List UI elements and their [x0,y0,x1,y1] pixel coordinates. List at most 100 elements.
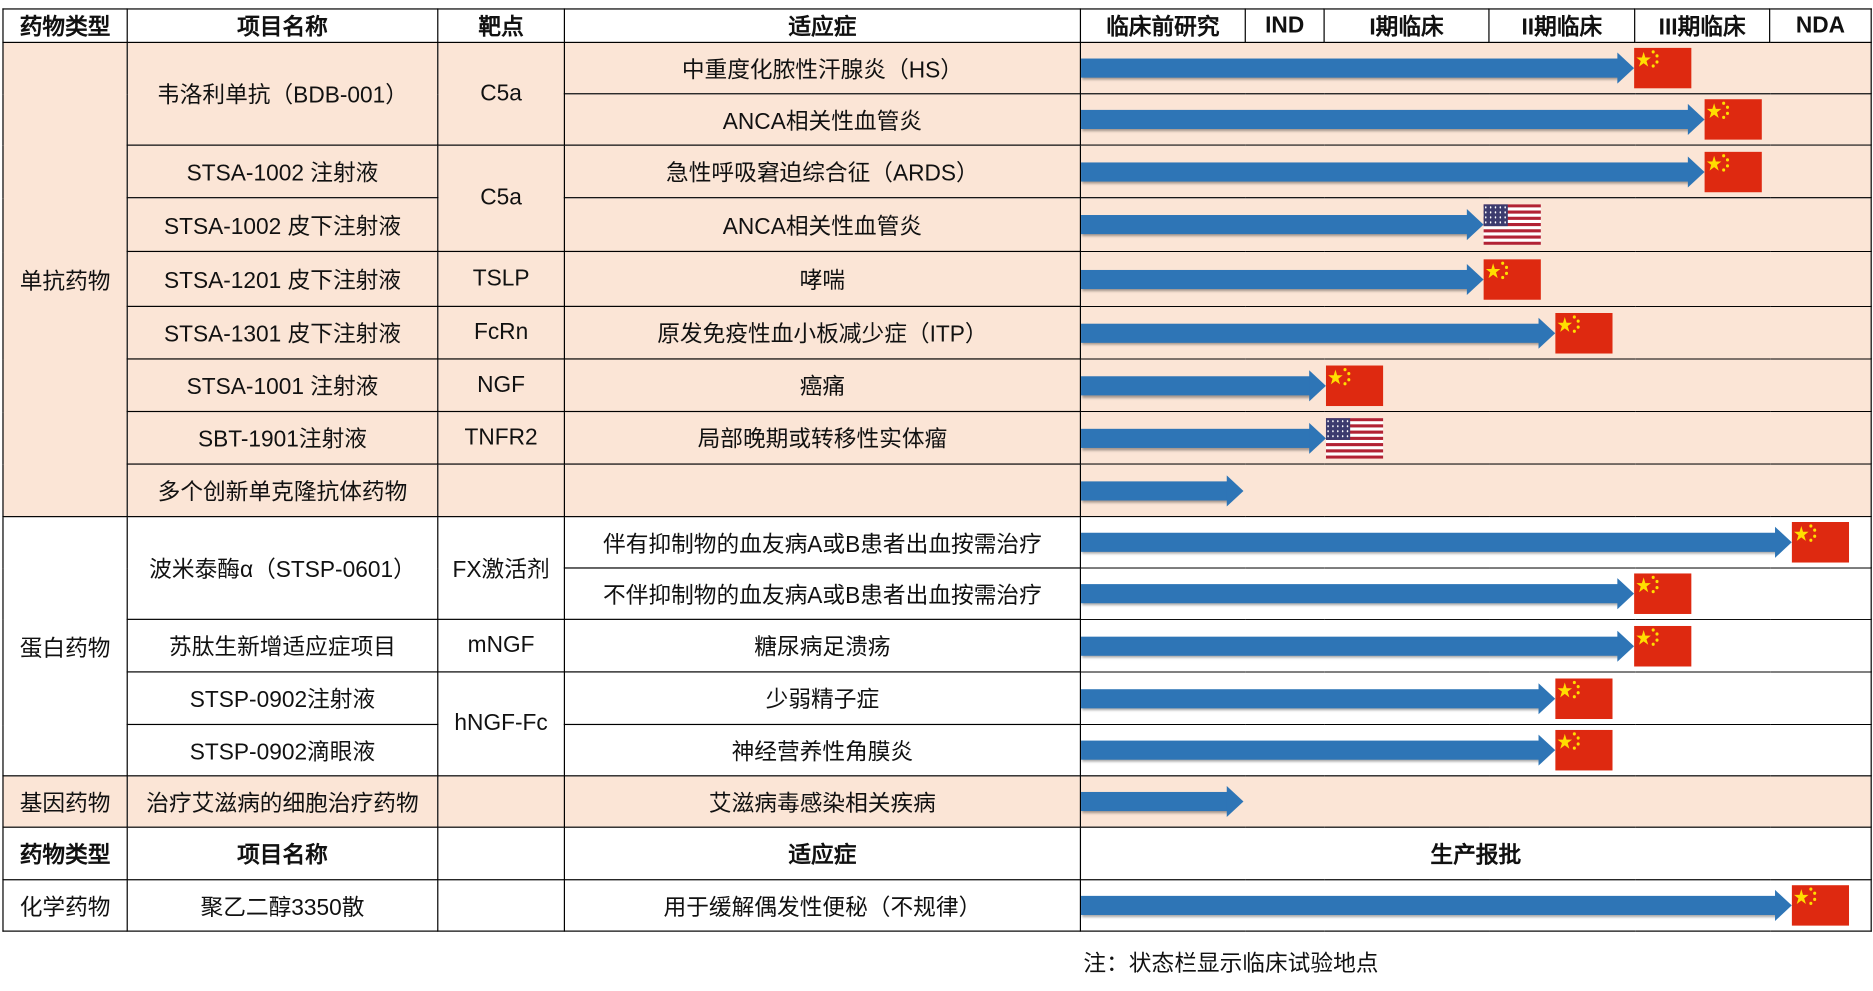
cell-name: 治疗艾滋病的细胞治疗药物 [126,775,439,828]
cell-indication: 局部晚期或转移性实体瘤 [563,410,1082,465]
usa-flag-icon [1483,204,1542,245]
table-row: STSA-1002 皮下注射液 ANCA相关性血管炎 [3,197,1872,253]
footnote: 注：状态栏显示临床试验地点 [1083,952,1379,978]
arrow-head-icon [1616,52,1634,84]
cell-name: STSA-1001 注射液 [126,358,439,413]
arrow-head-icon [1466,263,1484,295]
header-stage: I期临床 [1323,8,1490,44]
progress-cell [1079,197,1872,253]
header-type: 药物类型 [2,8,128,44]
cell-indication: 哮喘 [563,250,1082,307]
cell-indication: 艾滋病毒感染相关疾病 [563,775,1082,828]
table-row: STSA-1001 注射液 NGF 癌痛 [3,358,1872,413]
cell-name: 聚乙二醇3350散 [126,879,439,932]
progress-arrow [1081,323,1540,343]
header2-type: 药物类型 [2,826,128,881]
cell-indication: 急性呼吸窘迫综合征（ARDS） [563,144,1082,199]
arrow-head-icon [1688,155,1705,187]
arrow-head-icon [1688,103,1705,135]
cell-name: STSP-0902注射液 [126,671,439,726]
table-row: STSA-1301 皮下注射液 FcRn 原发免疫性血小板减少症（ITP） [3,305,1872,360]
progress-cell [1079,516,1872,569]
china-flag-icon [1554,312,1613,353]
header2-name: 项目名称 [126,826,439,881]
cell-target: C5a [437,144,565,253]
table-row: STSA-1201 皮下注射液 TSLP 哮喘 [3,250,1872,307]
progress-cell [1079,41,1872,95]
cell-indication: ANCA相关性血管炎 [563,93,1082,146]
table-row: 苏肽生新增适应症项目 mNGF 糖尿病足溃疡 [3,618,1872,673]
header-stage: II期临床 [1488,8,1636,44]
progress-cell [1079,879,1872,932]
cell-type: 蛋白药物 [2,516,128,777]
table-row: STSP-0902滴眼液 神经营养性角膜炎 [3,723,1872,777]
pipeline-table: 药物类型 项目名称 靶点 适应症 临床前研究 IND I期临床 II期临床 II… [2,8,1872,932]
cell-name: STSP-0902滴眼液 [126,723,439,777]
china-flag-icon [1325,364,1384,406]
header-name: 项目名称 [126,8,439,44]
progress-cell [1079,305,1872,360]
header-row: 药物类型 项目名称 靶点 适应症 临床前研究 IND I期临床 II期临床 II… [2,8,1872,44]
cell-target: FX激活剂 [437,516,565,620]
cell-indication: 癌痛 [563,358,1082,413]
cell-indication: 用于缓解偶发性便秘（不规律） [563,879,1082,932]
header-stage: III期临床 [1634,8,1771,44]
cell-indication: 神经营养性角膜炎 [563,723,1082,777]
header-row-2: 药物类型 项目名称 适应症 生产报批 [2,826,1872,881]
table-row: 化学药物 聚乙二醇3350散 用于缓解偶发性便秘（不规律） [2,879,1872,932]
progress-cell [1079,358,1872,413]
cell-indication: 少弱精子症 [563,671,1082,726]
arrow-head-icon [1774,889,1792,921]
cell-target: FcRn [437,305,565,360]
progress-arrow [1081,109,1690,130]
progress-arrow [1081,688,1540,708]
table-row: SBT-1901注射液 TNFR2 局部晚期或转移性实体瘤 [3,410,1872,465]
header2-target [437,826,565,881]
progress-cell [1079,567,1872,620]
progress-arrow [1081,215,1469,235]
cell-target: NGF [437,358,565,413]
cell-target: hNGF-Fc [437,671,565,777]
cell-type: 单抗药物 [2,41,128,518]
progress-cell [1079,410,1872,465]
progress-cell [1079,93,1872,146]
china-flag-icon [1704,151,1763,192]
arrow-head-icon [1309,422,1326,454]
cell-indication: 不伴抑制物的血友病A或B患者出血按需治疗 [563,567,1082,620]
arrow-head-icon [1226,785,1243,818]
header-target: 靶点 [437,8,565,44]
cell-type: 基因药物 [2,775,128,828]
cell-name: 苏肽生新增适应症项目 [126,618,439,673]
cell-target [437,463,565,518]
china-flag-icon [1633,573,1692,614]
arrow-head-icon [1538,317,1555,349]
arrow-head-icon [1226,474,1243,506]
progress-arrow [1081,791,1228,812]
progress-arrow [1081,161,1690,181]
china-flag-icon [1483,258,1542,300]
cell-indication: 伴有抑制物的血友病A或B患者出血按需治疗 [563,516,1082,569]
arrow-head-icon [1616,630,1634,662]
table-row: 单抗药物 韦洛利单抗（BDB-001） C5a 中重度化脓性汗腺炎（HS） [2,41,1872,518]
progress-cell [1079,463,1872,518]
table-row: 基因药物 治疗艾滋病的细胞治疗药物 艾滋病毒感染相关疾病 [2,775,1872,828]
progress-cell [1079,775,1872,828]
table-row: 多个创新单克隆抗体药物 [3,463,1872,518]
cell-target: TNFR2 [437,410,565,465]
table-row: ANCA相关性血管炎 [3,93,1872,146]
progress-cell [1079,723,1872,777]
table-row: STSA-1002 注射液 C5a 急性呼吸窘迫综合征（ARDS） [3,144,1872,253]
cell-name: STSA-1201 皮下注射液 [126,250,439,307]
cell-target: C5a [437,41,565,146]
usa-flag-icon [1325,417,1384,459]
cell-name: STSA-1301 皮下注射液 [126,305,439,360]
progress-arrow [1081,480,1228,500]
cell-target [437,775,565,828]
cell-name: 波米泰酶α（STSP-0601） [126,516,439,620]
cell-name: STSA-1002 皮下注射液 [126,197,439,253]
china-flag-icon [1554,677,1613,719]
progress-arrow [1081,532,1777,552]
progress-cell [1079,671,1872,726]
progress-arrow [1081,58,1619,78]
cell-indication: 糖尿病足溃疡 [563,618,1082,673]
